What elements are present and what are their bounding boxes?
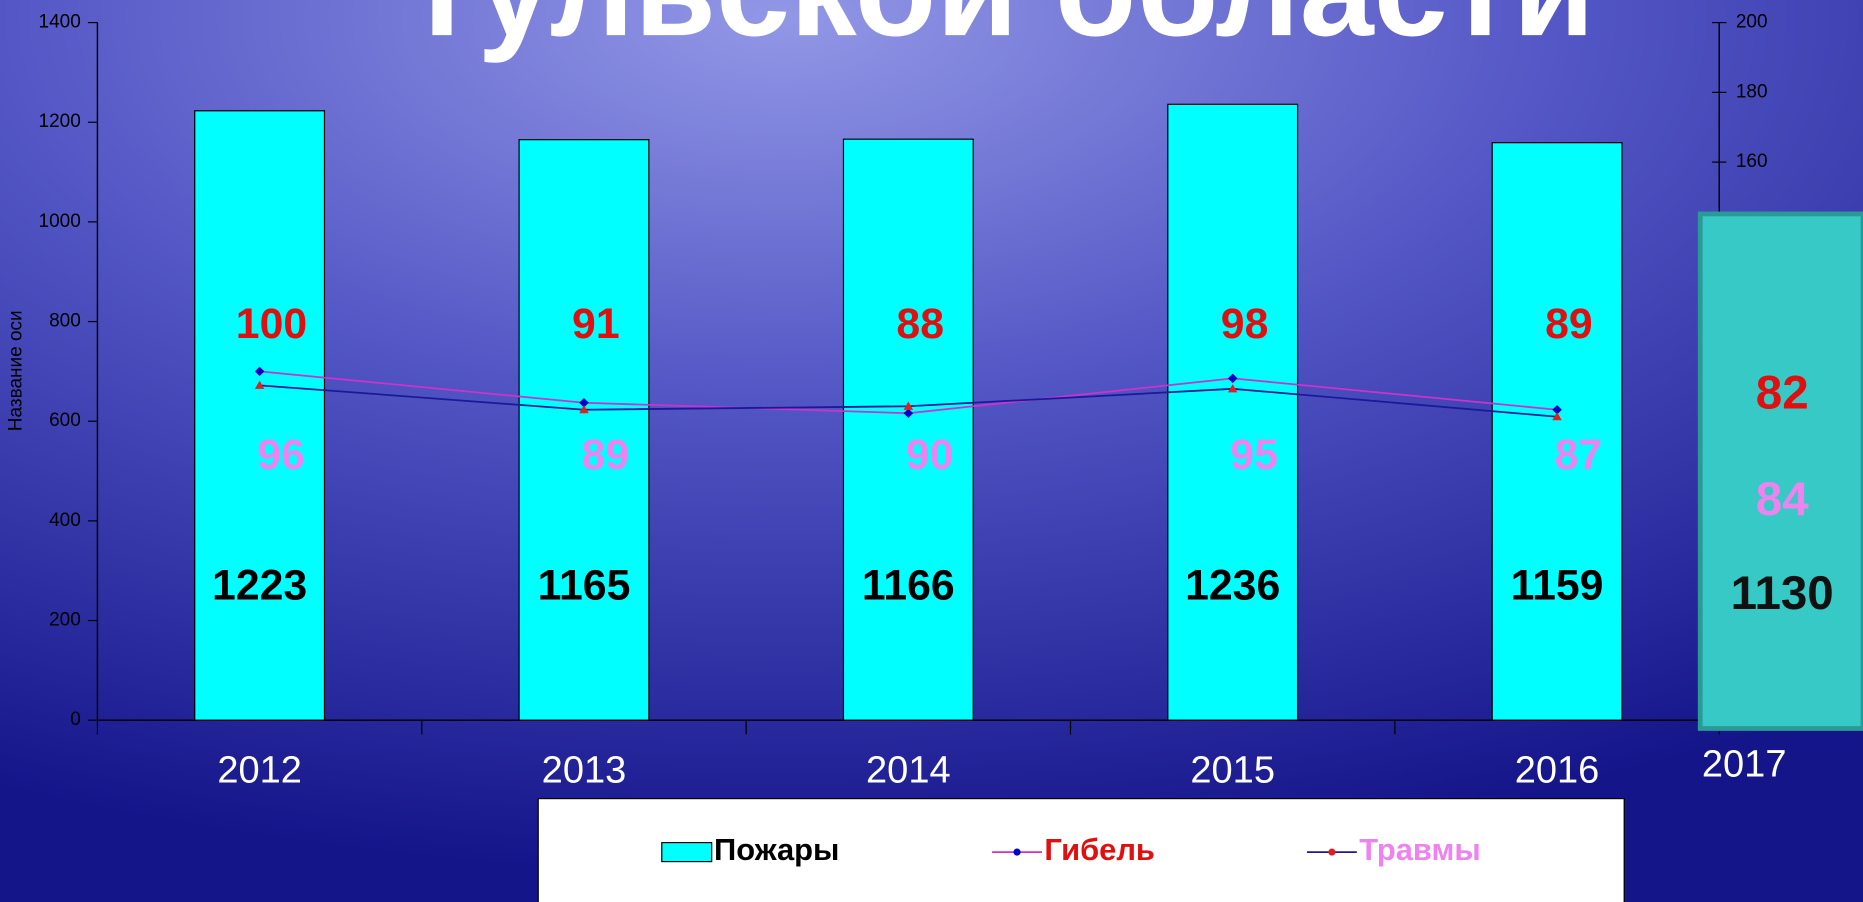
legend-label: Гибель bbox=[1044, 832, 1155, 867]
line-value-label: 87 bbox=[1555, 431, 1603, 479]
y-tick-label: 1400 bbox=[39, 12, 81, 33]
legend-swatch bbox=[661, 841, 713, 863]
line-marker bbox=[579, 404, 589, 414]
y-tick-label: 1000 bbox=[39, 211, 81, 232]
legend-box bbox=[537, 798, 1625, 902]
y-tick-label: 200 bbox=[49, 610, 81, 631]
line-value-label: 98 bbox=[1221, 300, 1269, 348]
y2-tick-label: 160 bbox=[1736, 151, 1768, 172]
bar-value-label: 1236 bbox=[1185, 562, 1280, 610]
line-value-label: 100 bbox=[236, 300, 307, 348]
line-marker bbox=[254, 380, 265, 389]
line-value-label: 96 bbox=[257, 431, 305, 479]
y-axis-title: Название оси bbox=[6, 310, 27, 431]
annotation-value: 84 bbox=[1756, 473, 1809, 526]
y2-tick-label: 180 bbox=[1736, 81, 1768, 102]
x-tick-label: 2013 bbox=[542, 750, 627, 792]
bar bbox=[842, 138, 974, 721]
y2-tick-label: 200 bbox=[1736, 12, 1768, 33]
annotation-value: 82 bbox=[1756, 366, 1809, 419]
legend-label: Травмы bbox=[1359, 832, 1480, 867]
x-tick-label: 2012 bbox=[217, 750, 302, 792]
x-tick-label: 2016 bbox=[1515, 750, 1600, 792]
line-marker bbox=[1227, 384, 1238, 393]
bar-value-label: 1223 bbox=[212, 562, 307, 610]
line-value-label: 90 bbox=[906, 431, 954, 479]
line-marker bbox=[903, 401, 914, 410]
slide-title: Тульской области bbox=[401, 0, 1594, 64]
x-tick-label: 2014 bbox=[866, 750, 951, 792]
bar bbox=[518, 139, 650, 721]
bar bbox=[1167, 103, 1299, 721]
line-value-label: 95 bbox=[1230, 431, 1278, 479]
legend-marker bbox=[1328, 848, 1336, 856]
line-value-label: 89 bbox=[582, 431, 630, 479]
annotation-value: 1130 bbox=[1731, 567, 1834, 620]
bar-value-label: 1159 bbox=[1511, 562, 1604, 610]
line-marker bbox=[903, 408, 914, 418]
y-tick-label: 400 bbox=[49, 510, 81, 531]
bar-value-label: 1165 bbox=[538, 562, 631, 610]
y-tick-label: 600 bbox=[49, 410, 81, 431]
x-tick-label: 2015 bbox=[1190, 750, 1275, 792]
y-tick-label: 800 bbox=[49, 311, 81, 332]
line-value-label: 89 bbox=[1545, 300, 1593, 348]
y-tick-label: 0 bbox=[70, 709, 81, 730]
line-marker bbox=[1227, 373, 1238, 384]
y-tick-label: 1200 bbox=[39, 111, 81, 132]
annotation-box bbox=[1697, 211, 1863, 731]
line-value-label: 91 bbox=[572, 300, 620, 348]
bar-value-label: 1166 bbox=[862, 562, 955, 610]
line-marker bbox=[1552, 411, 1562, 421]
bar bbox=[1491, 142, 1623, 721]
legend-marker bbox=[1013, 848, 1021, 856]
annotation-category: 2017 bbox=[1702, 744, 1787, 786]
line-value-label: 88 bbox=[896, 300, 944, 348]
legend-label: Пожары bbox=[714, 832, 839, 867]
bar bbox=[194, 110, 326, 721]
